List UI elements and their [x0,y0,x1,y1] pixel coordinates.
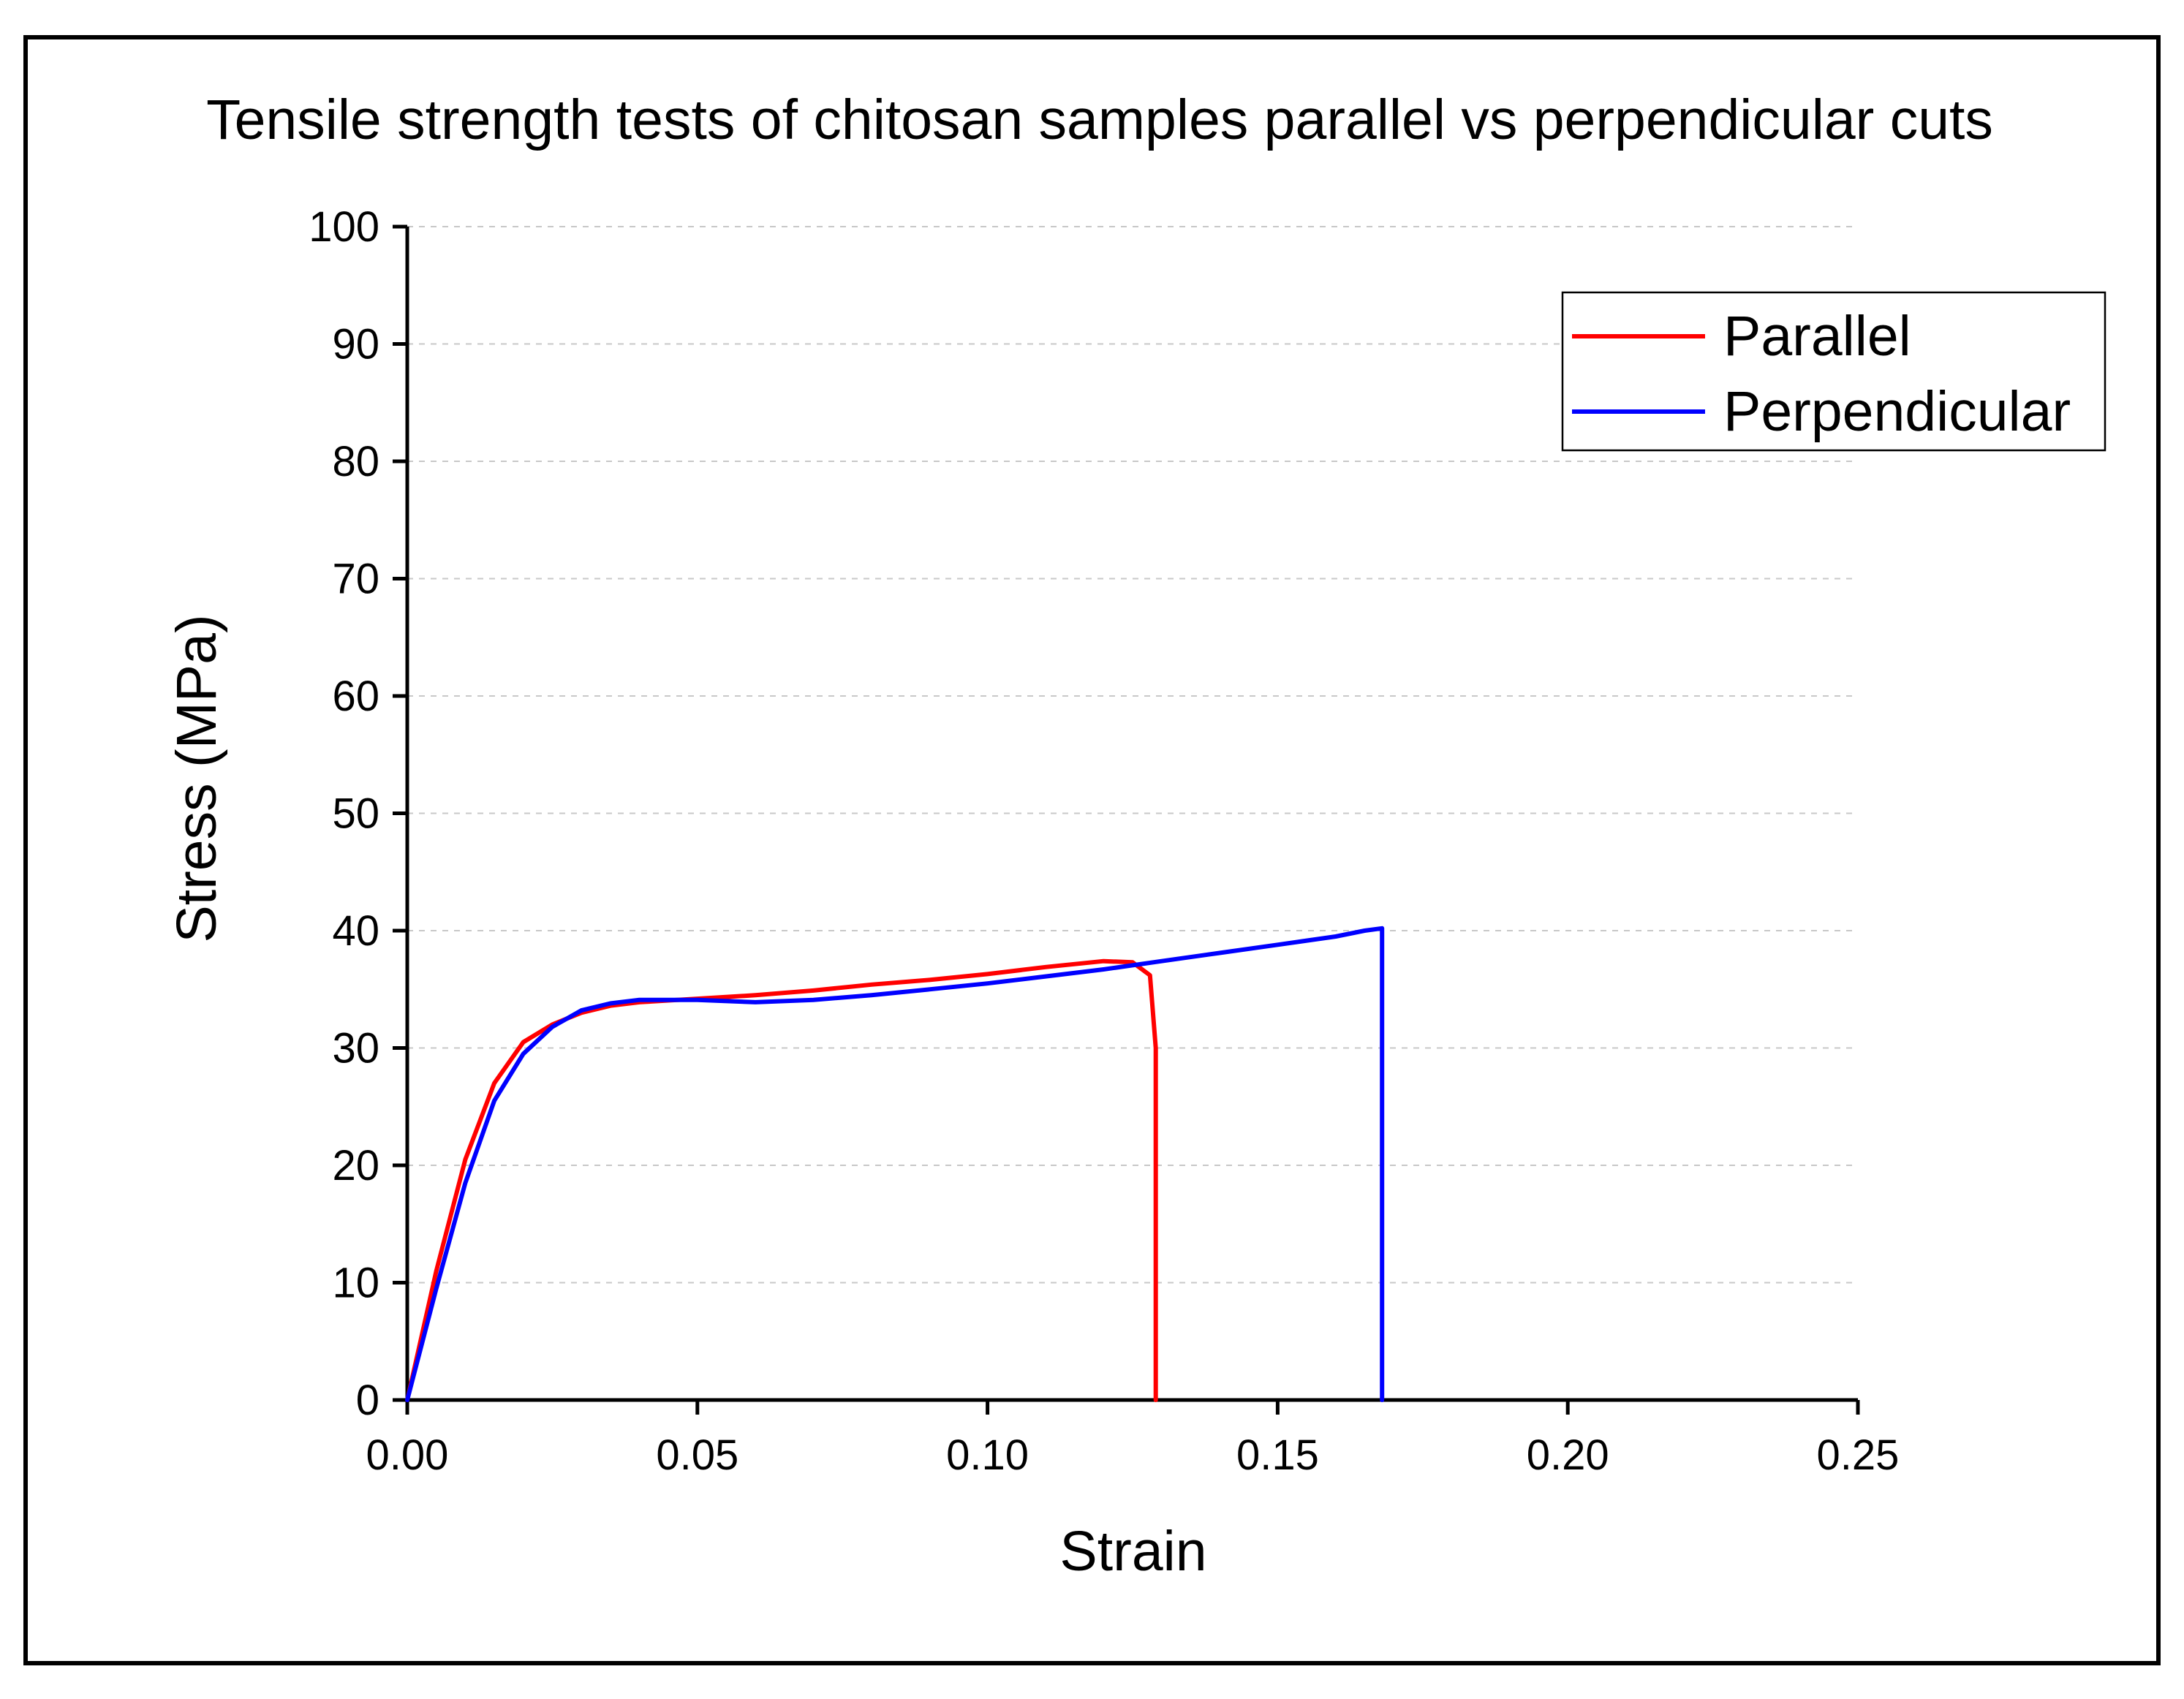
y-tick-label: 40 [332,907,379,955]
x-tick-label: 0.00 [366,1431,449,1479]
legend-label-parallel: Parallel [1723,305,1911,368]
legend: Parallel Perpendicular [1561,291,2106,452]
y-tick-label: 90 [332,321,379,368]
legend-box [1561,291,2106,452]
grid-lines [407,226,1858,1284]
x-tick-label: 0.25 [1817,1431,1900,1479]
series-line-parallel [405,958,1158,1402]
chart-title: Tensile strength tests of chitosan sampl… [206,88,1993,151]
y-axis-label: Stress (MPa) [165,614,228,942]
y-tick-label: 60 [332,673,379,720]
y-tick-label: 80 [332,438,379,485]
x-tick-label: 0.15 [1236,1431,1319,1479]
y-tick-label: 10 [332,1260,379,1307]
y-tick-label: 30 [332,1025,379,1072]
axes [393,224,1860,1415]
x-axis-label: Strain [1059,1520,1206,1583]
series-lines [405,926,1385,1402]
x-tick-label: 0.20 [1527,1431,1609,1479]
chart-frame [23,35,2161,1665]
y-tick-label: 0 [356,1377,379,1424]
y-tick-label: 100 [309,203,379,251]
y-tick-label: 50 [332,790,379,838]
x-tick-label: 0.10 [946,1431,1029,1479]
tick-labels: 0 10 20 30 40 50 60 70 80 90 100 0.00 0.05 0.10 0.15 0.… [309,203,1899,1479]
x-tick-label: 0.05 [656,1431,738,1479]
legend-label-perpendicular: Perpendicular [1723,380,2071,443]
y-tick-label: 70 [332,556,379,603]
y-tick-label: 20 [332,1142,379,1189]
series-line-perpendicular [405,926,1385,1402]
